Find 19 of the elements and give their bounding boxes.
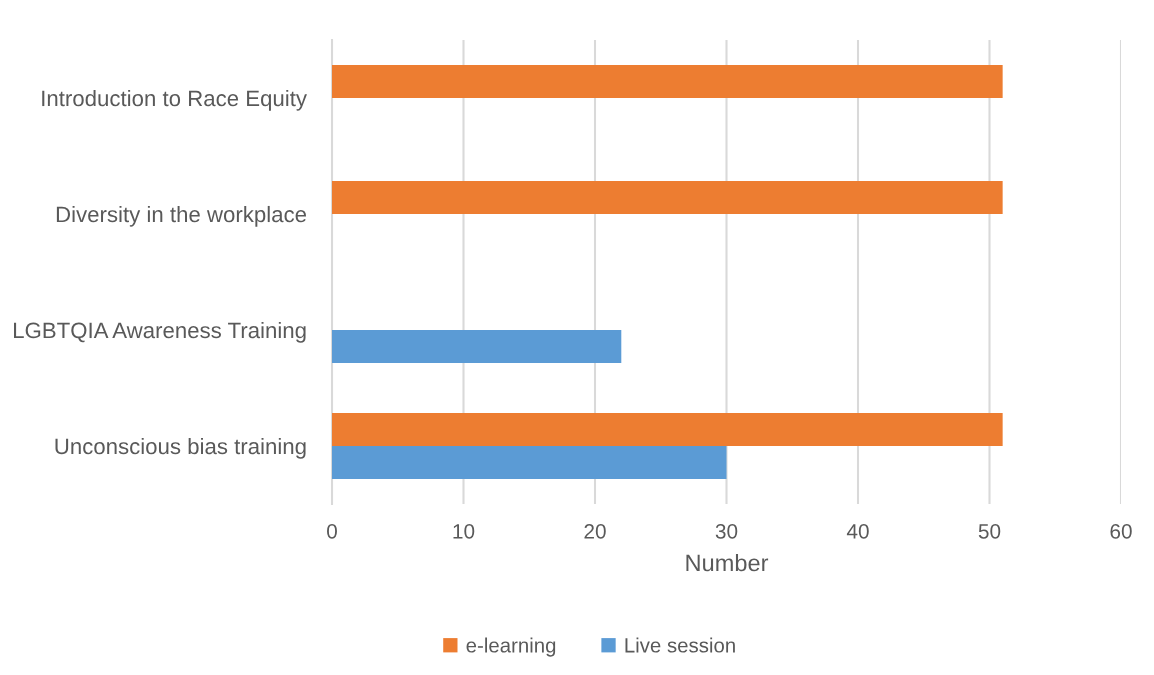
x-tick-label: 40 xyxy=(846,523,869,539)
x-tick-label: 20 xyxy=(584,523,606,539)
y-tick-label: LGBTQIA Awareness Training xyxy=(14,321,306,343)
x-tick-label: 30 xyxy=(715,523,738,539)
bar xyxy=(332,180,1003,214)
y-tick-label: Unconscious bias training xyxy=(55,437,306,459)
y-tick-label: Introduction to Race Equity xyxy=(42,89,307,111)
x-tick-label: 60 xyxy=(1110,523,1132,539)
bar xyxy=(332,446,727,480)
legend-label: e-learning xyxy=(466,637,556,657)
x-axis-title: Number xyxy=(686,553,769,572)
y-tick-label: Diversity in the workplace xyxy=(56,205,307,227)
bar xyxy=(332,64,1003,98)
x-tick-label: 10 xyxy=(453,523,475,539)
x-tick-label: 0 xyxy=(327,523,337,539)
x-tick-label: 50 xyxy=(978,523,1001,539)
bar xyxy=(332,412,1003,446)
bar xyxy=(332,330,622,364)
legend-label: Live session xyxy=(625,637,735,653)
